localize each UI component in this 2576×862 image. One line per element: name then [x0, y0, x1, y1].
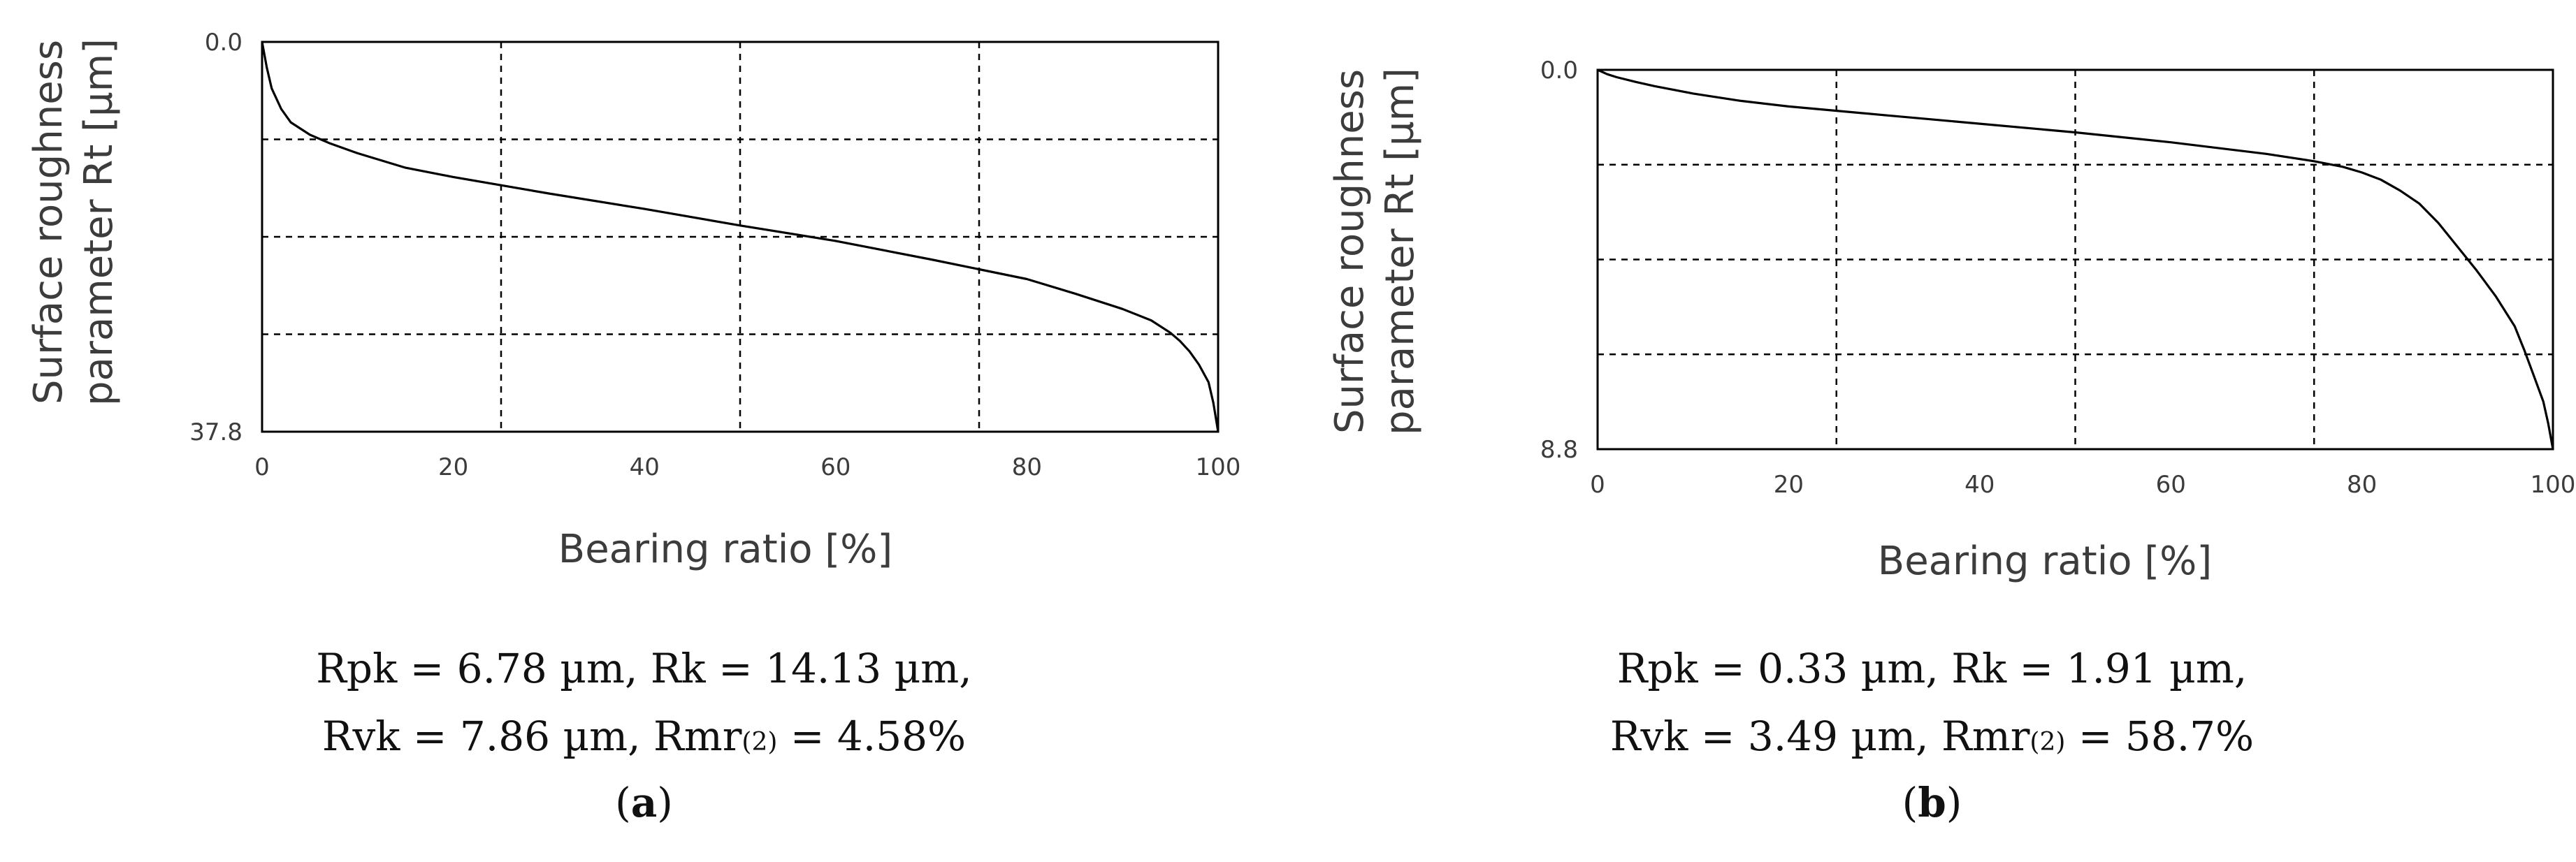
caption-subscript: (2): [741, 728, 778, 757]
caption-line2-text-a: Rvk = 3.49 µm, Rmr: [1609, 713, 2030, 760]
panel-label: (a): [615, 779, 673, 826]
x-tick-label: 20: [438, 453, 468, 481]
caption-line2-text-a: Rvk = 7.86 µm, Rmr: [321, 713, 742, 760]
panel-label: (b): [1902, 779, 1962, 826]
x-tick-label: 60: [820, 453, 851, 481]
x-tick-label: 60: [2156, 471, 2186, 499]
x-tick-label: 20: [1774, 471, 1804, 499]
y-axis-label-line1: Surface roughness: [26, 40, 71, 404]
chart-panel-a: Surface roughness parameter Rt [µm] Bear…: [0, 29, 1288, 826]
caption-line2-text-b: = 4.58%: [777, 713, 967, 760]
caption-line2: Rvk = 7.86 µm, Rmr(2) = 4.58%: [0, 716, 1288, 757]
chart-panel-b: Surface roughness parameter Rt [µm] Bear…: [1288, 0, 2576, 862]
x-tick-label: 40: [1964, 471, 1995, 499]
x-axis-label: Bearing ratio [%]: [1878, 539, 2212, 584]
chart-b-svg: Surface roughness parameter Rt [µm] Bear…: [1327, 57, 2576, 584]
panel-letter: b: [1918, 779, 1946, 826]
plot-area: 0.0 37.8 0 20 40 60 80 100: [189, 29, 1240, 481]
x-tick-label: 0: [1590, 471, 1605, 499]
caption-line1: Rpk = 0.33 µm, Rk = 1.91 µm,: [1288, 648, 2576, 689]
panel-letter: a: [630, 779, 658, 826]
chart-a-svg: Surface roughness parameter Rt [µm] Bear…: [26, 29, 1240, 572]
y-axis-label-line2: parameter Rt [µm]: [76, 38, 122, 406]
x-axis-label: Bearing ratio [%]: [558, 527, 892, 572]
caption-line1: Rpk = 6.78 µm, Rk = 14.13 µm,: [0, 648, 1288, 689]
x-tick-label: 100: [2531, 471, 2576, 499]
y-tick-label: 37.8: [189, 418, 243, 446]
bearing-ratio-curve: [261, 41, 1220, 432]
x-tick-label: 80: [2347, 471, 2377, 499]
x-tick-label: 40: [630, 453, 660, 481]
x-tick-label: 100: [1196, 453, 1241, 481]
caption-line1-text: Rpk = 6.78 µm, Rk = 14.13 µm,: [316, 645, 972, 692]
y-axis-label-line1: Surface roughness: [1327, 69, 1373, 434]
caption-subscript: (2): [2029, 728, 2066, 757]
caption-line2-text-b: = 58.7%: [2065, 713, 2255, 760]
bearing-ratio-curve: [1597, 68, 2554, 450]
caption-line1-text: Rpk = 0.33 µm, Rk = 1.91 µm,: [1616, 645, 2248, 692]
y-tick-label: 0.0: [1540, 57, 1578, 85]
x-tick-label: 0: [254, 453, 270, 481]
y-tick-label: 8.8: [1540, 436, 1578, 464]
plot-area: 0.0 8.8 0 20 40 60 80 100: [1540, 57, 2576, 499]
caption-line2: Rvk = 3.49 µm, Rmr(2) = 58.7%: [1288, 716, 2576, 757]
x-tick-label: 80: [1012, 453, 1042, 481]
y-axis-label-line2: parameter Rt [µm]: [1377, 68, 1423, 435]
y-tick-label: 0.0: [205, 29, 243, 57]
